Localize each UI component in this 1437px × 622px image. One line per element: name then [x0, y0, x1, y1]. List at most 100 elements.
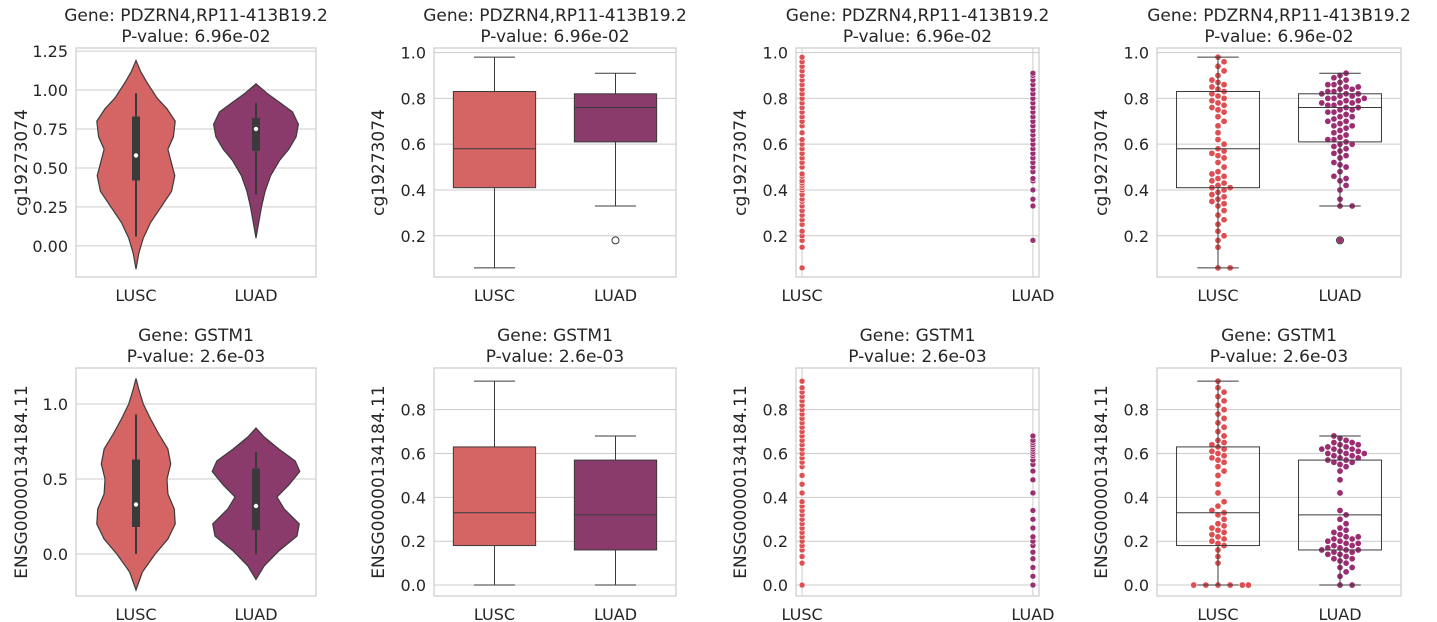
data-point: [798, 489, 806, 497]
swarm-point: [1324, 88, 1332, 96]
swarm-point: [1348, 452, 1356, 460]
data-point: [1029, 476, 1037, 484]
swarm-point: [1208, 83, 1216, 91]
swarm-point: [1220, 81, 1228, 89]
y-tick-label: 0.4: [763, 181, 788, 200]
swarm-point: [1220, 423, 1228, 431]
swarm-point: [1354, 97, 1362, 105]
x-tick-label: LUAD: [1318, 286, 1361, 305]
y-axis-label: ENSG00000134184.11: [369, 385, 389, 578]
swarm-point: [1330, 142, 1338, 150]
swarm-point: [1324, 117, 1332, 125]
swarm-point: [1330, 122, 1338, 130]
swarm-point: [1336, 515, 1344, 523]
swarm-point: [1342, 443, 1350, 451]
swarm-point: [1354, 533, 1362, 541]
swarm-point: [1214, 463, 1222, 471]
swarm-point: [1342, 559, 1350, 567]
data-point: [1029, 237, 1037, 244]
y-tick-label: 0.6: [763, 135, 788, 154]
swarm-point: [1342, 131, 1350, 139]
swarm-point: [1330, 528, 1338, 536]
y-tick-label: 1.25: [32, 42, 68, 61]
swarm-point: [1336, 476, 1344, 484]
x-tick-label: LUSC: [781, 286, 822, 305]
data-point: [1029, 186, 1037, 194]
swarm-point: [1220, 439, 1228, 447]
swarm-point: [1220, 163, 1228, 171]
data-point: [1029, 507, 1037, 514]
swarm-point: [1208, 506, 1216, 514]
swarm-point: [1342, 163, 1350, 171]
plot-frame: [75, 367, 317, 597]
subplot-3: 0.2 0.4 0.6 0.8 1.0 LUSC LUAD Gene: PDZRN4,RP11…: [731, 6, 1054, 305]
swarm-point: [1336, 460, 1344, 468]
swarm-point: [1214, 136, 1222, 144]
y-tick-label: 0.0: [763, 576, 788, 595]
y-tick-label: 1.0: [1124, 44, 1149, 63]
y-axis-label: ENSG00000134184.11: [731, 385, 751, 578]
swarm-point: [1214, 92, 1222, 100]
plot-frame: [433, 367, 677, 597]
swarm-point: [1342, 553, 1350, 561]
x-tick-label: LUAD: [234, 286, 277, 305]
swarm-point: [1214, 152, 1222, 160]
swarm-point: [1208, 531, 1216, 539]
swarm-point: [1342, 76, 1350, 84]
data-point: [798, 264, 806, 272]
swarm-point: [1324, 537, 1332, 545]
swarm-point: [1220, 200, 1228, 208]
subplot-title: Gene: PDZRN4,RP11-413B19.2: [423, 6, 687, 26]
y-tick-label: 0.4: [1124, 181, 1149, 200]
y-tick-label: 0.25: [32, 198, 68, 217]
box-lusc: [1176, 446, 1260, 547]
swarm-point: [1336, 133, 1344, 141]
swarm-point: [1324, 449, 1332, 457]
swarm-point: [1342, 83, 1350, 91]
data-point: [798, 472, 806, 479]
swarm-point: [1220, 193, 1228, 201]
y-tick-label: 0.8: [1124, 89, 1149, 108]
swarm-point: [1342, 539, 1350, 547]
swarm-point: [1342, 449, 1350, 457]
data-point: [798, 581, 806, 589]
swarm-point: [1208, 447, 1216, 455]
swarm-point: [1354, 441, 1362, 449]
swarm-point: [1214, 533, 1222, 541]
swarm-point: [1324, 101, 1332, 109]
data-point: [798, 480, 806, 488]
swarm-point: [1220, 432, 1228, 440]
swarm-point: [1342, 526, 1350, 534]
swarm-point: [1220, 452, 1228, 460]
swarm-point: [1214, 168, 1222, 176]
swarm-point: [1214, 106, 1222, 114]
swarm-point: [1208, 104, 1216, 112]
swarm-point: [1330, 555, 1338, 563]
y-tick-label: 0.4: [401, 181, 426, 200]
plot-frame: [433, 47, 677, 278]
swarm-point: [1330, 115, 1338, 123]
swarm-point: [1336, 126, 1344, 134]
swarm-point: [1330, 172, 1338, 180]
swarm-point: [1336, 537, 1344, 545]
swarm-point: [1220, 179, 1228, 187]
subplot-pvalue: P-value: 2.6e-03: [486, 347, 624, 367]
subplot-7: 0.0 0.2 0.4 0.6 0.8 LUSC LUAD Gene: GSTM1P-valu…: [731, 326, 1054, 622]
swarm-point: [1330, 129, 1338, 137]
y-tick-label: 0.0: [43, 545, 68, 564]
y-tick-label: 0.2: [763, 227, 788, 246]
swarm-point: [1220, 515, 1228, 523]
y-tick-label: 0.6: [1124, 445, 1149, 464]
swarm-point: [1348, 445, 1356, 453]
swarm-point: [1342, 181, 1350, 189]
swarm-point: [1348, 439, 1356, 447]
swarm-point: [1336, 489, 1344, 497]
swarm-point: [1336, 99, 1344, 107]
swarm-point: [1214, 99, 1222, 107]
swarm-point: [1330, 445, 1338, 453]
swarm-point: [1342, 117, 1350, 125]
y-tick-label: 1.0: [763, 44, 788, 63]
data-point: [798, 384, 806, 392]
swarm-point: [1330, 149, 1338, 157]
swarm-point: [1330, 159, 1338, 167]
